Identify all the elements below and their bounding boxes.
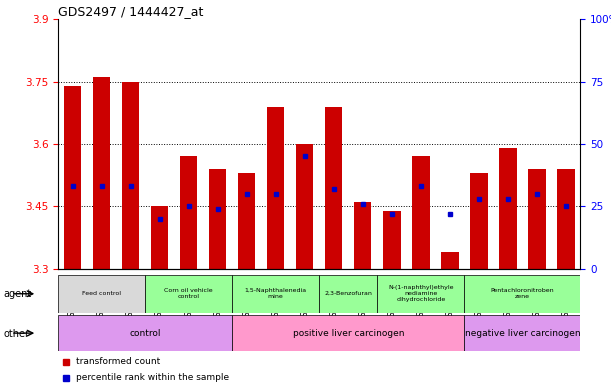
Text: Pentachloronitroben
zene: Pentachloronitroben zene [491,288,554,299]
Text: N-(1-naphthyl)ethyle
nediamine
dihydrochloride: N-(1-naphthyl)ethyle nediamine dihydroch… [388,285,453,302]
Bar [232,275,320,313]
Bar [232,315,464,351]
Bar [58,315,232,351]
Bar [354,202,371,269]
Text: 1,5-Naphthalenedia
mine: 1,5-Naphthalenedia mine [244,288,307,299]
Bar [557,169,574,269]
Bar [58,275,145,313]
Bar [93,78,110,269]
Text: negative liver carcinogen: negative liver carcinogen [464,329,580,338]
Text: Corn oil vehicle
control: Corn oil vehicle control [164,288,213,299]
Bar [209,169,226,269]
Text: 2,3-Benzofuran: 2,3-Benzofuran [324,291,372,296]
Bar [528,169,546,269]
Bar [464,315,580,351]
Bar [180,157,197,269]
Bar [238,173,255,269]
Bar [383,210,401,269]
Bar [499,148,516,269]
Text: positive liver carcinogen: positive liver carcinogen [293,329,404,338]
Bar [470,173,488,269]
Bar [145,275,232,313]
Bar [441,252,458,269]
Text: GDS2497 / 1444427_at: GDS2497 / 1444427_at [58,5,203,18]
Text: control: control [130,329,161,338]
Bar [377,275,464,313]
Bar [64,86,81,269]
Text: transformed count: transformed count [76,358,161,366]
Bar [412,157,430,269]
Text: percentile rank within the sample: percentile rank within the sample [76,373,230,382]
Text: other: other [3,329,29,339]
Bar [464,275,580,313]
Bar [325,106,342,269]
Text: agent: agent [3,289,31,299]
Bar [267,106,285,269]
Text: Feed control: Feed control [82,291,121,296]
Bar [122,81,139,269]
Bar [320,275,378,313]
Bar [296,144,313,269]
Bar [151,206,169,269]
